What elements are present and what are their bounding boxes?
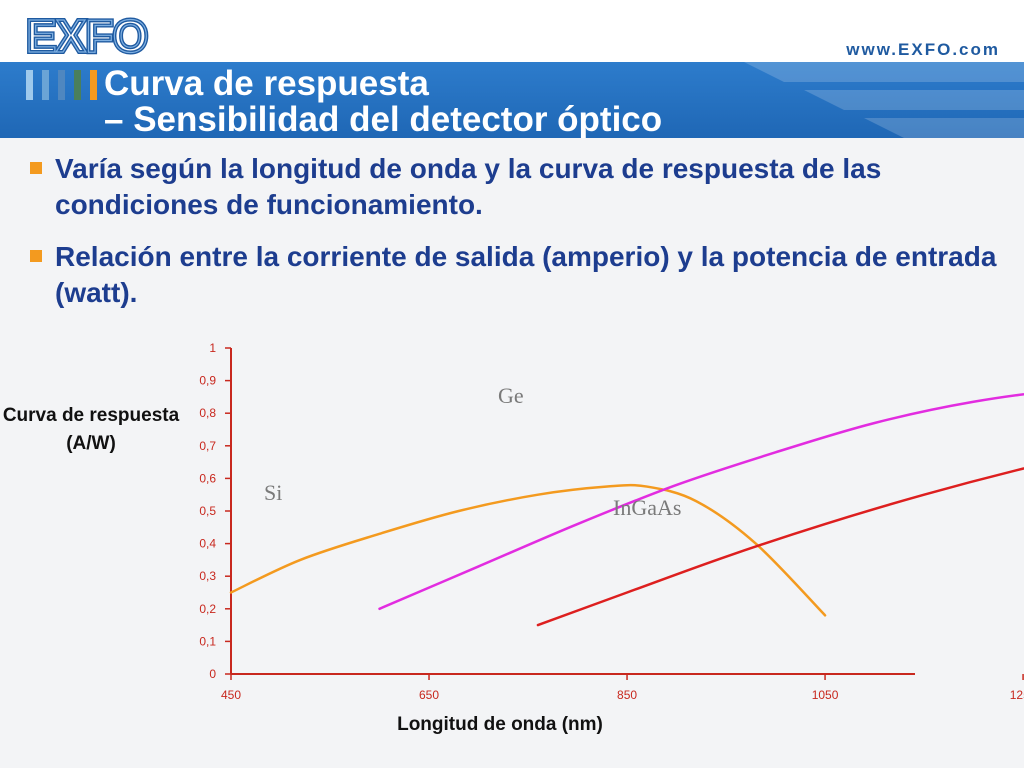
series-line-ingaas [536,467,1024,627]
y-tick-label: 0,7 [199,439,216,453]
y-tick-label: 0,4 [199,537,216,551]
svg-text:EXFO: EXFO [26,12,147,58]
y-tick-label: 0,9 [199,374,216,388]
y-tick-label: 0,2 [199,602,216,616]
x-tick-label: 1250 [1010,688,1024,702]
chart-axes [230,348,915,675]
website-url: www.EXFO.com [846,40,1000,59]
x-tick-label: 1050 [812,688,839,702]
series-line-ge [378,392,1024,611]
title-banner [0,62,1024,138]
content-area [0,138,1024,768]
chart-series-labels: Si Ge InGaAs [264,383,681,520]
y-tick-label: 0,3 [199,569,216,583]
x-tick-label: 650 [419,688,439,702]
exfo-logo: EXFO EXFO [26,12,150,58]
series-line-si [229,483,827,617]
series-label-si: Si [264,480,282,505]
title-stripes-icon [26,70,98,100]
watermark-graphic [744,62,1024,138]
bullet-icon [30,250,42,262]
x-tick-label: 850 [617,688,637,702]
slide-title: Curva de respuesta [104,64,429,103]
y-tick-label: 0 [209,667,216,681]
bullet-icon [30,162,42,174]
y-tick-label: 0,1 [199,634,216,648]
bullet-text-1: Varía según la longitud de onda y la cur… [55,153,882,220]
chart-series [229,392,1024,627]
bullet-text-2: Relación entre la corriente de salida (a… [55,241,997,308]
y-tick-label: 1 [209,341,216,355]
y-tick-label: 0,5 [199,504,216,518]
x-axis-label: Longitud de onda (nm) [397,714,603,735]
y-tick-label: 0,8 [199,406,216,420]
y-axis-label: Curva de respuesta (A/W) [2,405,180,454]
chart-ticks: 0 0,1 0,2 0,3 0,4 0,5 0,6 0,7 0,8 0,9 1 450 650 850 10… [199,341,1024,702]
svg-text:EXFO: EXFO [26,12,147,58]
x-tick-label: 450 [221,688,241,702]
y-tick-label: 0,6 [199,471,216,485]
series-label-ge: Ge [498,383,524,408]
slide-subtitle: – Sensibilidad del detector óptico [104,100,663,139]
series-label-ingaas: InGaAs [613,495,681,520]
